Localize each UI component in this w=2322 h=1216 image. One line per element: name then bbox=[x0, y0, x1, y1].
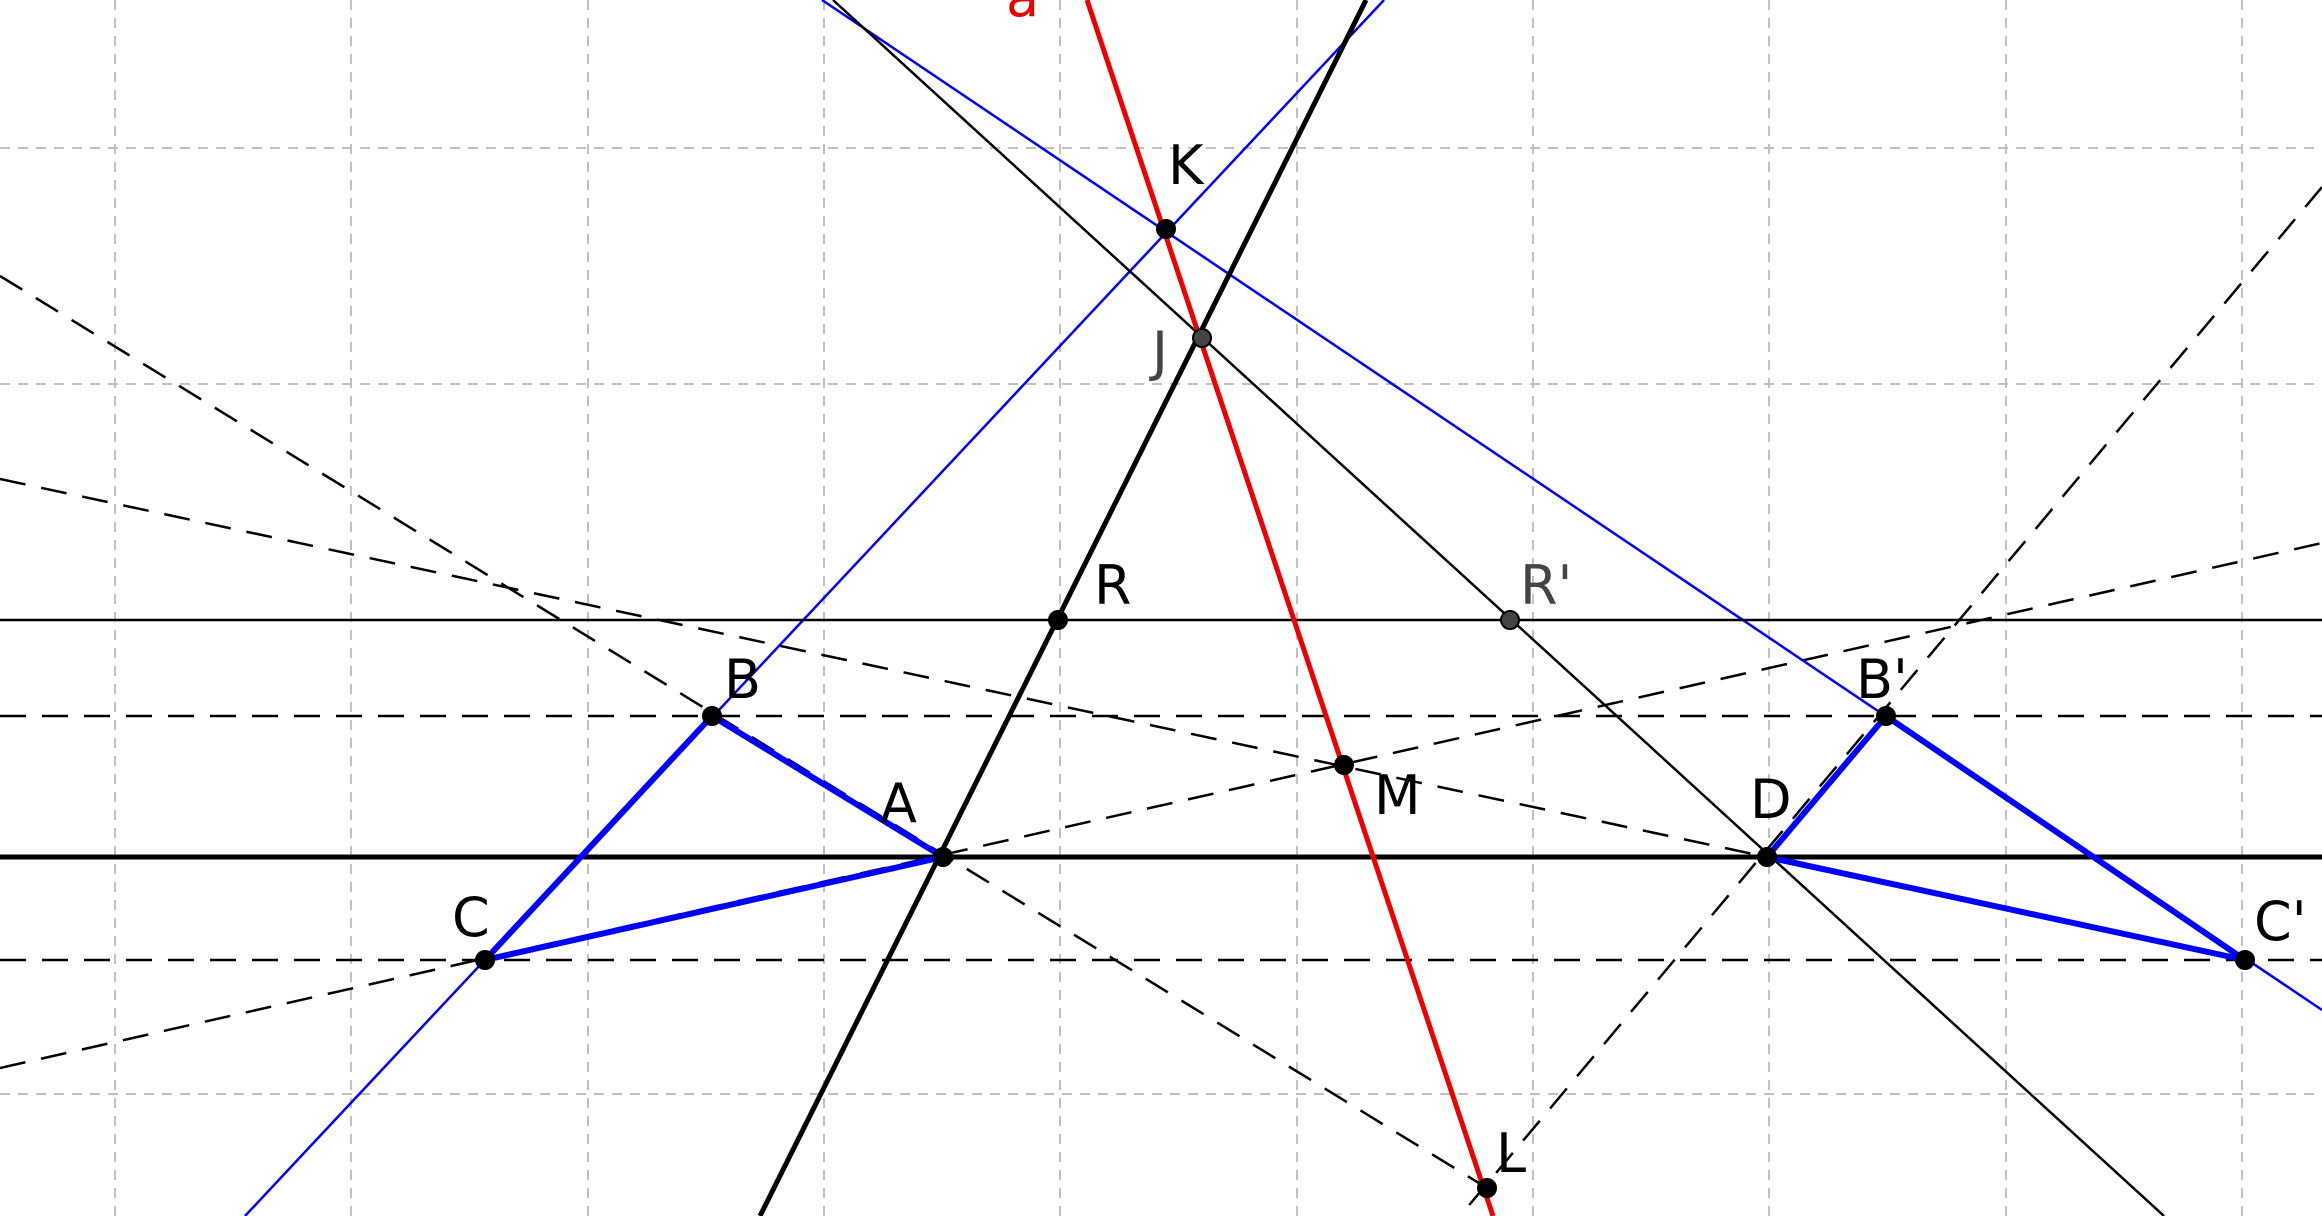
dashed-line-through-B-A-L bbox=[0, 274, 1488, 1190]
label-B: B bbox=[724, 648, 761, 711]
label-R: R bbox=[1094, 554, 1132, 617]
dashed-line-C-to-right bbox=[0, 541, 2322, 1070]
dashed-construction-lines bbox=[0, 186, 2322, 1216]
label-C: C bbox=[452, 886, 490, 949]
label-K: K bbox=[1168, 134, 1205, 197]
label-A: A bbox=[880, 772, 917, 835]
point-labels: a K J R R' B B' A D M C C' L bbox=[452, 0, 2307, 1185]
label-Rprime: R' bbox=[1520, 554, 1572, 617]
point-J bbox=[1192, 328, 1212, 348]
label-D: D bbox=[1750, 768, 1792, 831]
thick-line-A-R-J bbox=[757, 0, 1369, 1216]
dashed-line-through-Bprime-D-L bbox=[1459, 186, 2322, 1216]
points bbox=[475, 219, 2255, 1198]
point-C bbox=[475, 950, 495, 970]
blue-triangles bbox=[482, 713, 2248, 963]
label-L: L bbox=[1496, 1122, 1526, 1185]
label-Cprime: C' bbox=[2254, 890, 2307, 953]
point-Cprime bbox=[2235, 950, 2255, 970]
point-Bprime bbox=[1876, 706, 1896, 726]
point-A bbox=[933, 847, 953, 867]
line-J-Rprime-D bbox=[832, 0, 2165, 1216]
point-B bbox=[702, 706, 722, 726]
point-L bbox=[1477, 1178, 1497, 1198]
point-Rprime bbox=[1500, 610, 1520, 630]
red-line-a bbox=[1084, 0, 1496, 1216]
triangle-ABC bbox=[482, 713, 945, 963]
point-K bbox=[1156, 219, 1176, 239]
label-J: J bbox=[1149, 320, 1168, 383]
label-Bprime: B' bbox=[1856, 648, 1908, 711]
triangle-DBprimeCprime bbox=[1764, 713, 2248, 963]
label-M: M bbox=[1374, 764, 1421, 827]
dashed-line-left-to-D bbox=[0, 477, 1768, 859]
point-M bbox=[1334, 755, 1354, 775]
point-D bbox=[1757, 847, 1777, 867]
label-a: a bbox=[1006, 0, 1039, 29]
blue-line-C-B-K bbox=[244, 0, 1385, 1216]
point-R bbox=[1048, 610, 1068, 630]
